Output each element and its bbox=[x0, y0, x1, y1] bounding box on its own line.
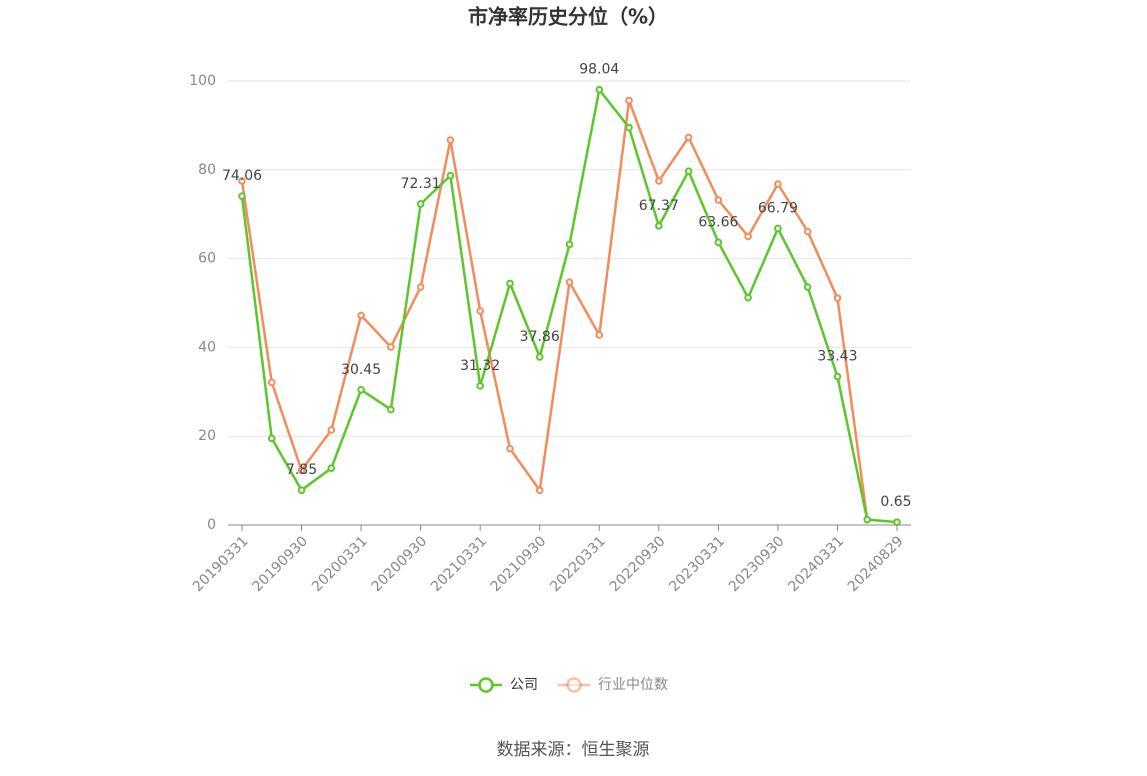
point bbox=[506, 279, 514, 288]
x-tick-label: 20230331 bbox=[666, 533, 728, 595]
data-label: 74.06 bbox=[222, 168, 262, 184]
x-tick-label: 20230930 bbox=[726, 533, 788, 595]
y-tick-label: 20 bbox=[198, 428, 216, 444]
point bbox=[625, 96, 633, 105]
point bbox=[238, 192, 246, 200]
x-tick-label: 20240829 bbox=[845, 533, 907, 595]
y-tick-label: 80 bbox=[198, 162, 216, 178]
data-label: 37.86 bbox=[520, 329, 560, 345]
point bbox=[387, 405, 395, 414]
x-tick-label: 20210331 bbox=[428, 533, 490, 595]
data-label: 7.85 bbox=[286, 462, 317, 478]
point bbox=[476, 382, 484, 390]
data-label: 66.79 bbox=[758, 200, 798, 216]
point bbox=[714, 196, 723, 204]
x-tick-label: 20200930 bbox=[369, 533, 431, 595]
legend-marker bbox=[566, 677, 582, 693]
point bbox=[267, 378, 276, 387]
data-label: 67.37 bbox=[639, 198, 679, 214]
chart-title: 市净率历史分位（%） bbox=[468, 5, 668, 29]
x-tick-label: 20240331 bbox=[785, 533, 847, 595]
point bbox=[506, 444, 514, 453]
x-tick-label: 20210930 bbox=[488, 533, 550, 595]
point bbox=[595, 85, 604, 94]
point bbox=[416, 200, 425, 208]
point bbox=[863, 515, 872, 524]
point bbox=[416, 283, 425, 291]
point bbox=[833, 372, 842, 381]
point bbox=[803, 227, 812, 236]
x-tick-label: 20190331 bbox=[190, 533, 252, 595]
legend-marker bbox=[478, 677, 494, 693]
point bbox=[744, 232, 752, 241]
point bbox=[684, 167, 693, 175]
y-tick-label: 60 bbox=[198, 251, 216, 267]
y-tick-label: 0 bbox=[207, 517, 216, 533]
point bbox=[357, 311, 365, 320]
data-label: 33.43 bbox=[817, 349, 857, 365]
point bbox=[297, 486, 306, 494]
data-label: 72.31 bbox=[401, 176, 441, 192]
point bbox=[714, 238, 723, 247]
point bbox=[774, 180, 782, 188]
point bbox=[267, 434, 276, 443]
x-tick-label: 20200331 bbox=[309, 533, 371, 595]
point bbox=[655, 177, 663, 185]
point bbox=[476, 307, 484, 315]
point bbox=[833, 294, 842, 302]
point bbox=[655, 222, 663, 230]
point bbox=[744, 293, 752, 302]
point bbox=[803, 283, 812, 291]
data-label: 63.66 bbox=[698, 214, 738, 230]
data-label: 0.65 bbox=[880, 494, 911, 510]
point bbox=[446, 136, 455, 144]
point bbox=[387, 343, 395, 351]
point bbox=[893, 518, 901, 526]
x-tick-label: 20220331 bbox=[547, 533, 609, 595]
legend-label: 公司 bbox=[510, 677, 538, 693]
point bbox=[446, 171, 455, 180]
x-tick-label: 20190930 bbox=[249, 533, 311, 595]
legend-item: 行业中位数 bbox=[558, 677, 668, 693]
series-line bbox=[240, 86, 898, 524]
point bbox=[565, 278, 574, 286]
legend-label: 行业中位数 bbox=[598, 677, 668, 693]
point bbox=[327, 426, 336, 434]
point bbox=[297, 466, 306, 475]
series-line bbox=[240, 100, 869, 520]
data-label: 30.45 bbox=[341, 362, 381, 378]
point bbox=[238, 177, 246, 185]
point bbox=[565, 240, 574, 249]
point bbox=[774, 224, 782, 233]
y-tick-label: 100 bbox=[189, 73, 216, 89]
point bbox=[535, 486, 544, 495]
y-tick-label: 40 bbox=[198, 339, 216, 355]
point bbox=[595, 331, 604, 339]
point bbox=[535, 353, 544, 361]
data-label: 98.04 bbox=[579, 62, 619, 78]
data-label: 31.32 bbox=[460, 358, 500, 374]
point bbox=[327, 464, 336, 472]
legend-item: 公司 bbox=[470, 677, 538, 693]
source: 数据来源：恒生聚源 bbox=[497, 740, 650, 760]
x-tick-label: 20220930 bbox=[607, 533, 669, 595]
point bbox=[357, 386, 365, 394]
point bbox=[684, 133, 693, 142]
point bbox=[625, 123, 633, 132]
